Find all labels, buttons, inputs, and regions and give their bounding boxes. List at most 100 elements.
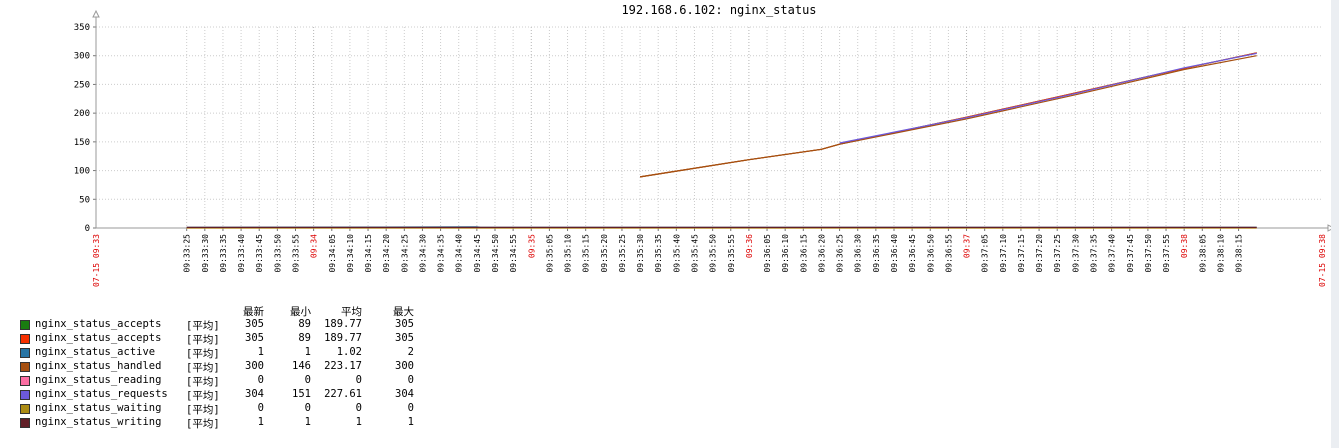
legend-header-min: 最小 xyxy=(290,306,311,318)
chart-title: 192.168.6.102: nginx_status xyxy=(621,3,816,17)
x-tick-label: 09:35:30 xyxy=(636,234,645,273)
legend-func: [平均] xyxy=(186,334,220,346)
legend-max: 305 xyxy=(395,318,414,330)
chart-svg: 192.168.6.102: nginx_status 09:33:25 09:33… xyxy=(74,3,1331,287)
legend-avg: 1 xyxy=(355,416,362,428)
legend-func: [平均] xyxy=(186,362,220,374)
x-tick-label: 09:36:45 xyxy=(908,234,917,273)
x-tick-label: 09:34 xyxy=(310,234,319,258)
legend-last: 0 xyxy=(257,374,264,386)
x-tick-label: 09:34:10 xyxy=(346,234,355,273)
x-axis-arrow xyxy=(1327,224,1331,232)
y-tick-label: 150 xyxy=(74,138,90,148)
legend-min: 151 xyxy=(292,388,311,400)
legend-max: 305 xyxy=(395,332,414,344)
legend-name: nginx_status_requests xyxy=(35,388,168,400)
legend-name: nginx_status_waiting xyxy=(35,402,162,414)
legend-swatch xyxy=(20,334,30,344)
x-tick-label: 09:35:40 xyxy=(672,234,681,273)
legend-swatch xyxy=(20,320,30,330)
x-tick-label: 09:36:30 xyxy=(854,234,863,273)
legend-name: nginx_status_writing xyxy=(35,416,162,428)
legend-swatch xyxy=(20,362,30,372)
legend-max: 0 xyxy=(407,374,414,386)
legend-min: 0 xyxy=(304,374,311,386)
legend-last: 300 xyxy=(245,360,264,372)
series-line-nginx_status_requests xyxy=(839,52,1257,144)
x-tick-label: 09:34:35 xyxy=(437,234,446,273)
x-tick-label: 09:35:15 xyxy=(582,234,591,273)
x-tick-label: 09:33:30 xyxy=(201,234,210,273)
legend-min: 1 xyxy=(304,416,311,428)
legend-min: 1 xyxy=(304,346,311,358)
x-tick-label: 09:34:25 xyxy=(400,234,409,273)
x-tick-label: 09:36:15 xyxy=(799,234,808,273)
x-tick-label: 09:33:55 xyxy=(291,234,300,273)
x-tick-label: 09:35:35 xyxy=(654,234,663,273)
legend-swatch xyxy=(20,404,30,414)
x-tick-label: 09:34:40 xyxy=(455,234,464,273)
y-tick-label: 100 xyxy=(74,167,90,177)
x-tick-label: 09:37:25 xyxy=(1053,234,1062,273)
x-tick-label: 09:37:45 xyxy=(1126,234,1135,273)
legend-max: 2 xyxy=(407,346,414,358)
legend-avg: 189.77 xyxy=(324,332,362,344)
x-end-label: 07-15 09:38 xyxy=(1318,234,1327,287)
x-tick-label: 09:36:55 xyxy=(944,234,953,273)
x-tick-label: 09:38:05 xyxy=(1198,234,1207,273)
x-tick-label: 09:37:30 xyxy=(1071,234,1080,273)
x-tick-label: 09:35:55 xyxy=(727,234,736,273)
legend-name: nginx_status_handled xyxy=(35,360,162,372)
legend-name: nginx_status_active xyxy=(35,346,156,358)
legend-min: 89 xyxy=(298,332,311,344)
x-tick-label: 09:35:20 xyxy=(600,234,609,273)
legend-func: [平均] xyxy=(186,404,220,416)
legend-last: 305 xyxy=(245,332,264,344)
x-tick-label: 09:33:35 xyxy=(219,234,228,273)
legend-swatch xyxy=(20,418,30,428)
legend-min: 0 xyxy=(304,402,311,414)
x-tick-label: 09:37:55 xyxy=(1162,234,1171,273)
legend-avg: 0 xyxy=(355,374,362,386)
x-tick-label: 09:35:05 xyxy=(545,234,554,273)
x-tick-label: 09:37 xyxy=(963,234,972,258)
legend-min: 89 xyxy=(298,318,311,330)
x-tick-label: 09:37:20 xyxy=(1035,234,1044,273)
legend-avg: 1.02 xyxy=(336,346,362,358)
y-axis-arrow xyxy=(92,9,100,18)
legend-header-last: 最新 xyxy=(243,306,264,318)
legend-func: [平均] xyxy=(186,320,220,332)
legend-name: nginx_status_reading xyxy=(35,374,162,386)
legend-avg: 0 xyxy=(355,402,362,414)
legend-max: 0 xyxy=(407,402,414,414)
y-tick-label: 250 xyxy=(74,80,90,90)
legend-swatch xyxy=(20,376,30,386)
x-tick-label: 09:36:20 xyxy=(817,234,826,273)
x-tick-label: 09:37:15 xyxy=(1017,234,1026,273)
legend-last: 1 xyxy=(257,346,264,358)
x-tick-label: 09:34:05 xyxy=(328,234,337,273)
x-tick-label: 09:38:10 xyxy=(1216,234,1225,273)
x-tick-label: 09:35:25 xyxy=(618,234,627,273)
x-tick-label: 09:36 xyxy=(745,234,754,258)
y-tick-label: 50 xyxy=(79,195,90,205)
x-tick-label: 09:36:10 xyxy=(781,234,790,273)
y-tick-label: 350 xyxy=(74,23,90,33)
y-tick-label: 200 xyxy=(74,109,90,119)
y-tick-label: 300 xyxy=(74,52,90,62)
x-tick-label: 09:33:45 xyxy=(255,234,264,273)
legend-last: 1 xyxy=(257,416,264,428)
x-tick-label: 09:37:50 xyxy=(1144,234,1153,273)
x-tick-label: 09:37:40 xyxy=(1108,234,1117,273)
x-tick-label: 09:38:15 xyxy=(1235,234,1244,273)
x-tick-label: 09:34:55 xyxy=(509,234,518,273)
x-tick-label: 09:37:10 xyxy=(999,234,1008,273)
legend-func: [平均] xyxy=(186,390,220,402)
x-tick-label: 09:33:40 xyxy=(237,234,246,273)
x-tick-label: 09:35:45 xyxy=(690,234,699,273)
x-tick-label: 09:34:50 xyxy=(491,234,500,273)
legend-max: 304 xyxy=(395,388,414,400)
legend-avg: 223.17 xyxy=(324,360,362,372)
legend-avg: 189.77 xyxy=(324,318,362,330)
